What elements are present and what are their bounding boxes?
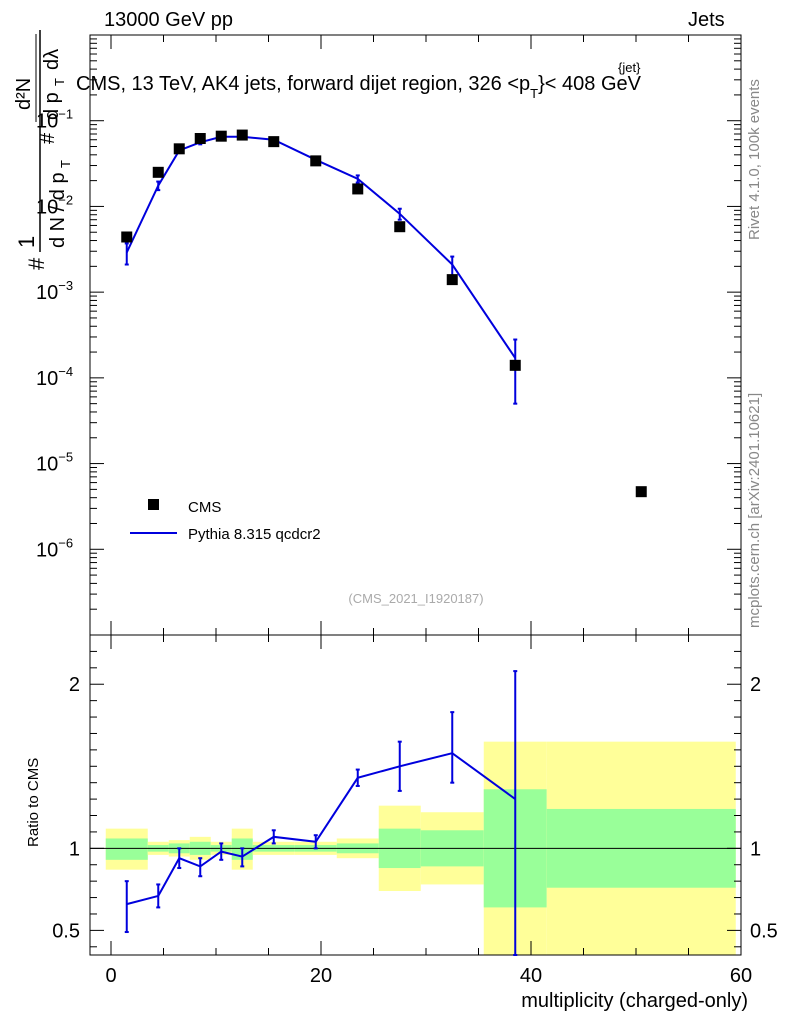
cms-point-2: [173, 143, 185, 155]
cms-point-11: [509, 359, 521, 371]
cms-point-3: [194, 133, 206, 145]
cms-point-4: [215, 130, 227, 142]
ratio-tick-label-right-0: 0.5: [750, 920, 778, 942]
x-axis-label: multiplicity (charged-only): [521, 990, 748, 1012]
legend-entry-cms: CMS: [188, 499, 221, 516]
axis-ticks: 0 20 40 60 10−6 10−5 10−4 10−3 10−2 10−1 0.5 0.5 1 1 2…: [36, 35, 778, 987]
header-category-label: Jets: [688, 9, 725, 31]
x-tick-label-60: 60: [730, 965, 752, 987]
y-tick-label-5: 10−1: [36, 107, 73, 133]
ratio-tick-label-2: 2: [69, 674, 80, 696]
mc-series-main: [124, 134, 518, 405]
y-tick-label-2: 10−4: [36, 364, 73, 390]
ratio-uncertainty-bands: [90, 741, 741, 955]
header-energy-label: 13000 GeV pp: [104, 9, 233, 31]
cms-point-0: [121, 231, 133, 243]
ratio-tick-label-0: 0.5: [52, 920, 80, 942]
mc-ratio-series: [124, 670, 518, 956]
x-tick-label-20: 20: [310, 965, 332, 987]
cms-point-8: [352, 183, 364, 195]
svg-text:#: #: [37, 132, 59, 144]
y-tick-label-3: 10−3: [36, 278, 73, 304]
main-ylabel: # 1 d N / d p T # d²N d p T dλ: [13, 30, 73, 270]
legend-entry-pythia: Pythia 8.315 qcdcr2: [188, 526, 321, 543]
svg-text:T: T: [58, 160, 73, 168]
cms-point-10: [446, 274, 458, 286]
svg-text:#: #: [24, 257, 49, 270]
y-tick-label-4: 10−2: [36, 192, 73, 218]
y-tick-label-0: 10−6: [36, 535, 73, 561]
cms-point-5: [236, 129, 248, 141]
x-tick-label-0: 0: [105, 965, 116, 987]
main-panel-frame: [89, 34, 742, 636]
svg-text:dλ: dλ: [41, 49, 63, 70]
svg-text:1: 1: [14, 236, 39, 248]
band-inner-0: [105, 838, 148, 860]
mc-line: [125, 135, 517, 359]
x-tick-label-40: 40: [520, 965, 542, 987]
analysis-label: (CMS_2021_I1920187): [348, 591, 483, 606]
ratio-line: [126, 752, 516, 906]
cms-point-12: [635, 486, 647, 498]
svg-text:d p: d p: [41, 92, 63, 120]
ratio-tick-label-right-2: 2: [750, 674, 761, 696]
svg-text:d N / d p: d N / d p: [47, 172, 69, 248]
cms-data-series: [121, 129, 647, 498]
ratio-ylabel: Ratio to CMS: [25, 758, 42, 847]
ratio-tick-label-right-1: 1: [750, 838, 761, 860]
legend-cms-marker: [148, 499, 159, 510]
y-tick-label-1: 10−5: [36, 450, 73, 476]
svg-text:T: T: [52, 78, 67, 86]
cms-point-9: [394, 221, 406, 233]
ratio-tick-label-1: 1: [69, 838, 80, 860]
svg-text:d²N: d²N: [13, 78, 35, 110]
plot-title: CMS, 13 TeV, AK4 jets, forward dijet reg…: [76, 73, 642, 101]
cms-point-1: [152, 166, 164, 178]
ratio-panel-frame: [89, 634, 742, 956]
cms-point-7: [310, 155, 322, 167]
plot-title-superscript: {jet}: [618, 60, 641, 75]
cms-point-6: [268, 136, 280, 148]
legend: CMS Pythia 8.315 qcdcr2: [130, 499, 321, 543]
